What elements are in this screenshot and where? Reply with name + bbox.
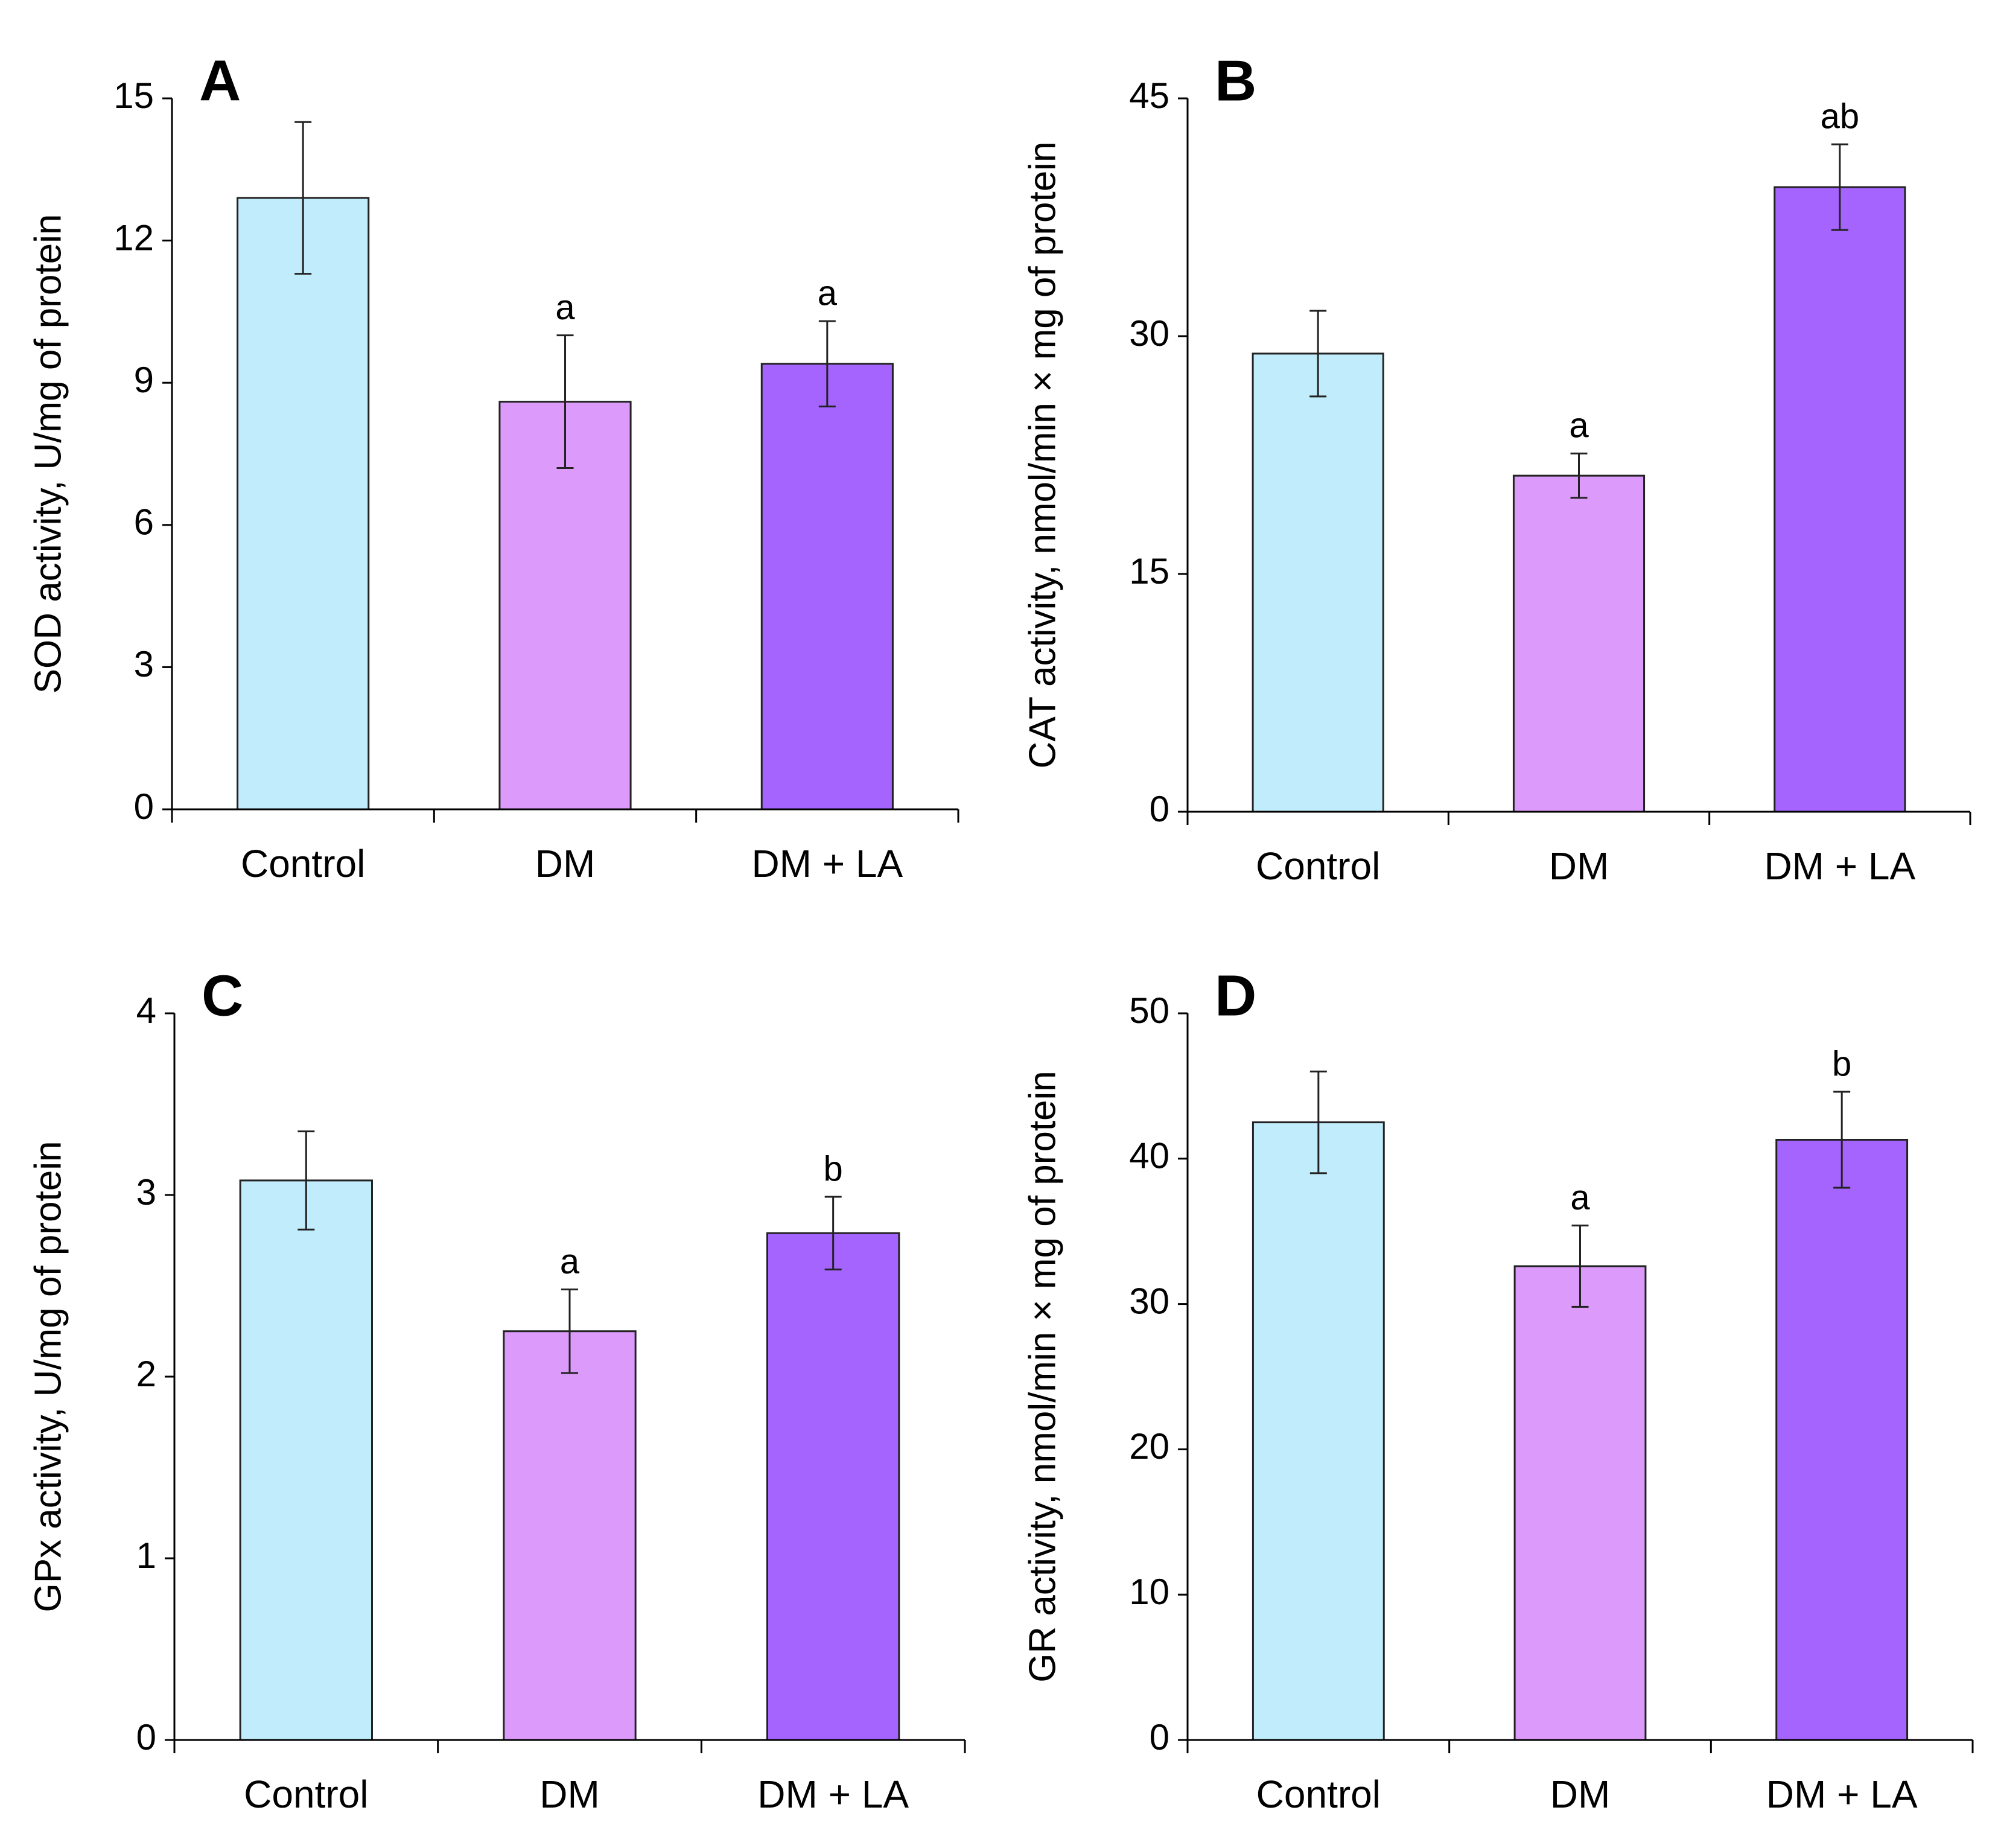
y-axis-title: GR activity, nmol/min × mg of protein xyxy=(1022,1071,1063,1683)
error-bar xyxy=(1831,143,1848,231)
y-tick-label: 20 xyxy=(1129,1426,1169,1467)
x-tick-label: DM + LA xyxy=(757,1773,909,1816)
y-tick-label: 9 xyxy=(134,360,154,400)
panel-label: D xyxy=(1215,963,1256,1028)
significance-label: b xyxy=(1832,1044,1851,1083)
bar xyxy=(498,401,632,811)
significance-label: a xyxy=(1569,406,1589,445)
error-bar xyxy=(1571,1225,1589,1308)
y-tick-label: 6 xyxy=(134,502,154,543)
significance-label: b xyxy=(824,1149,843,1188)
y-tick-label: 30 xyxy=(1129,1281,1169,1321)
significance-label: ab xyxy=(1821,97,1860,136)
y-tick-label: 12 xyxy=(113,217,154,258)
bar xyxy=(503,1330,637,1741)
y-axis-title: GPx activity, U/mg of protein xyxy=(27,1141,69,1613)
bar xyxy=(239,1179,373,1741)
panel-label: B xyxy=(1215,48,1256,113)
y-tick-label: 30 xyxy=(1129,313,1169,354)
bar xyxy=(1512,474,1646,813)
bar xyxy=(1513,1265,1647,1741)
y-tick-label: 10 xyxy=(1129,1572,1169,1612)
error-bar xyxy=(1570,452,1588,499)
x-tick-label: Control xyxy=(1256,844,1380,888)
x-tick-label: DM xyxy=(1549,844,1609,888)
x-tick-label: Control xyxy=(1256,1773,1381,1816)
y-axis-title: CAT activity, nmol/min × mg of protein xyxy=(1022,142,1063,769)
x-tick-label: DM xyxy=(539,1773,600,1816)
error-bar xyxy=(297,1130,315,1231)
y-tick-label: 50 xyxy=(1129,990,1169,1031)
bar xyxy=(237,197,370,811)
y-tick-label: 2 xyxy=(136,1354,156,1394)
bar xyxy=(760,363,894,811)
y-axis-title: SOD activity, U/mg of protein xyxy=(27,214,69,694)
error-bar xyxy=(294,121,312,275)
y-tick-label: 40 xyxy=(1129,1136,1169,1176)
error-bar xyxy=(818,320,836,407)
bar xyxy=(1774,186,1906,813)
y-tick-label: 15 xyxy=(1129,551,1169,591)
x-tick-label: DM xyxy=(535,842,596,885)
y-tick-label: 0 xyxy=(1150,1717,1169,1757)
x-tick-label: DM xyxy=(1550,1773,1611,1816)
x-tick-label: DM + LA xyxy=(1766,1773,1918,1816)
y-tick-label: 1 xyxy=(136,1535,156,1576)
error-bar xyxy=(561,1289,578,1374)
bar xyxy=(1775,1138,1909,1741)
y-tick-label: 4 xyxy=(136,990,156,1031)
significance-label: a xyxy=(1570,1178,1590,1217)
y-tick-label: 3 xyxy=(136,1172,156,1212)
x-tick-label: DM + LA xyxy=(751,842,903,885)
significance-label: a xyxy=(818,273,838,313)
error-bar xyxy=(556,334,574,470)
bar xyxy=(1252,352,1384,813)
error-bar xyxy=(1309,310,1327,398)
significance-label: a xyxy=(560,1242,580,1281)
significance-label: a xyxy=(555,288,575,327)
y-tick-label: 0 xyxy=(1150,789,1169,829)
y-tick-label: 0 xyxy=(136,1717,156,1757)
bar xyxy=(766,1232,900,1741)
panel-label: A xyxy=(199,48,241,113)
x-tick-label: DM + LA xyxy=(1764,844,1915,888)
error-bar xyxy=(1309,1070,1327,1174)
y-tick-label: 0 xyxy=(134,786,154,827)
error-bar xyxy=(1833,1091,1851,1189)
x-tick-label: Control xyxy=(244,1773,368,1816)
y-tick-label: 45 xyxy=(1129,75,1169,116)
panel-label: C xyxy=(202,963,243,1028)
bar xyxy=(1252,1121,1385,1741)
x-tick-label: Control xyxy=(241,842,365,885)
y-tick-label: 3 xyxy=(134,644,154,684)
error-bar xyxy=(824,1196,842,1270)
y-tick-label: 15 xyxy=(113,75,154,116)
